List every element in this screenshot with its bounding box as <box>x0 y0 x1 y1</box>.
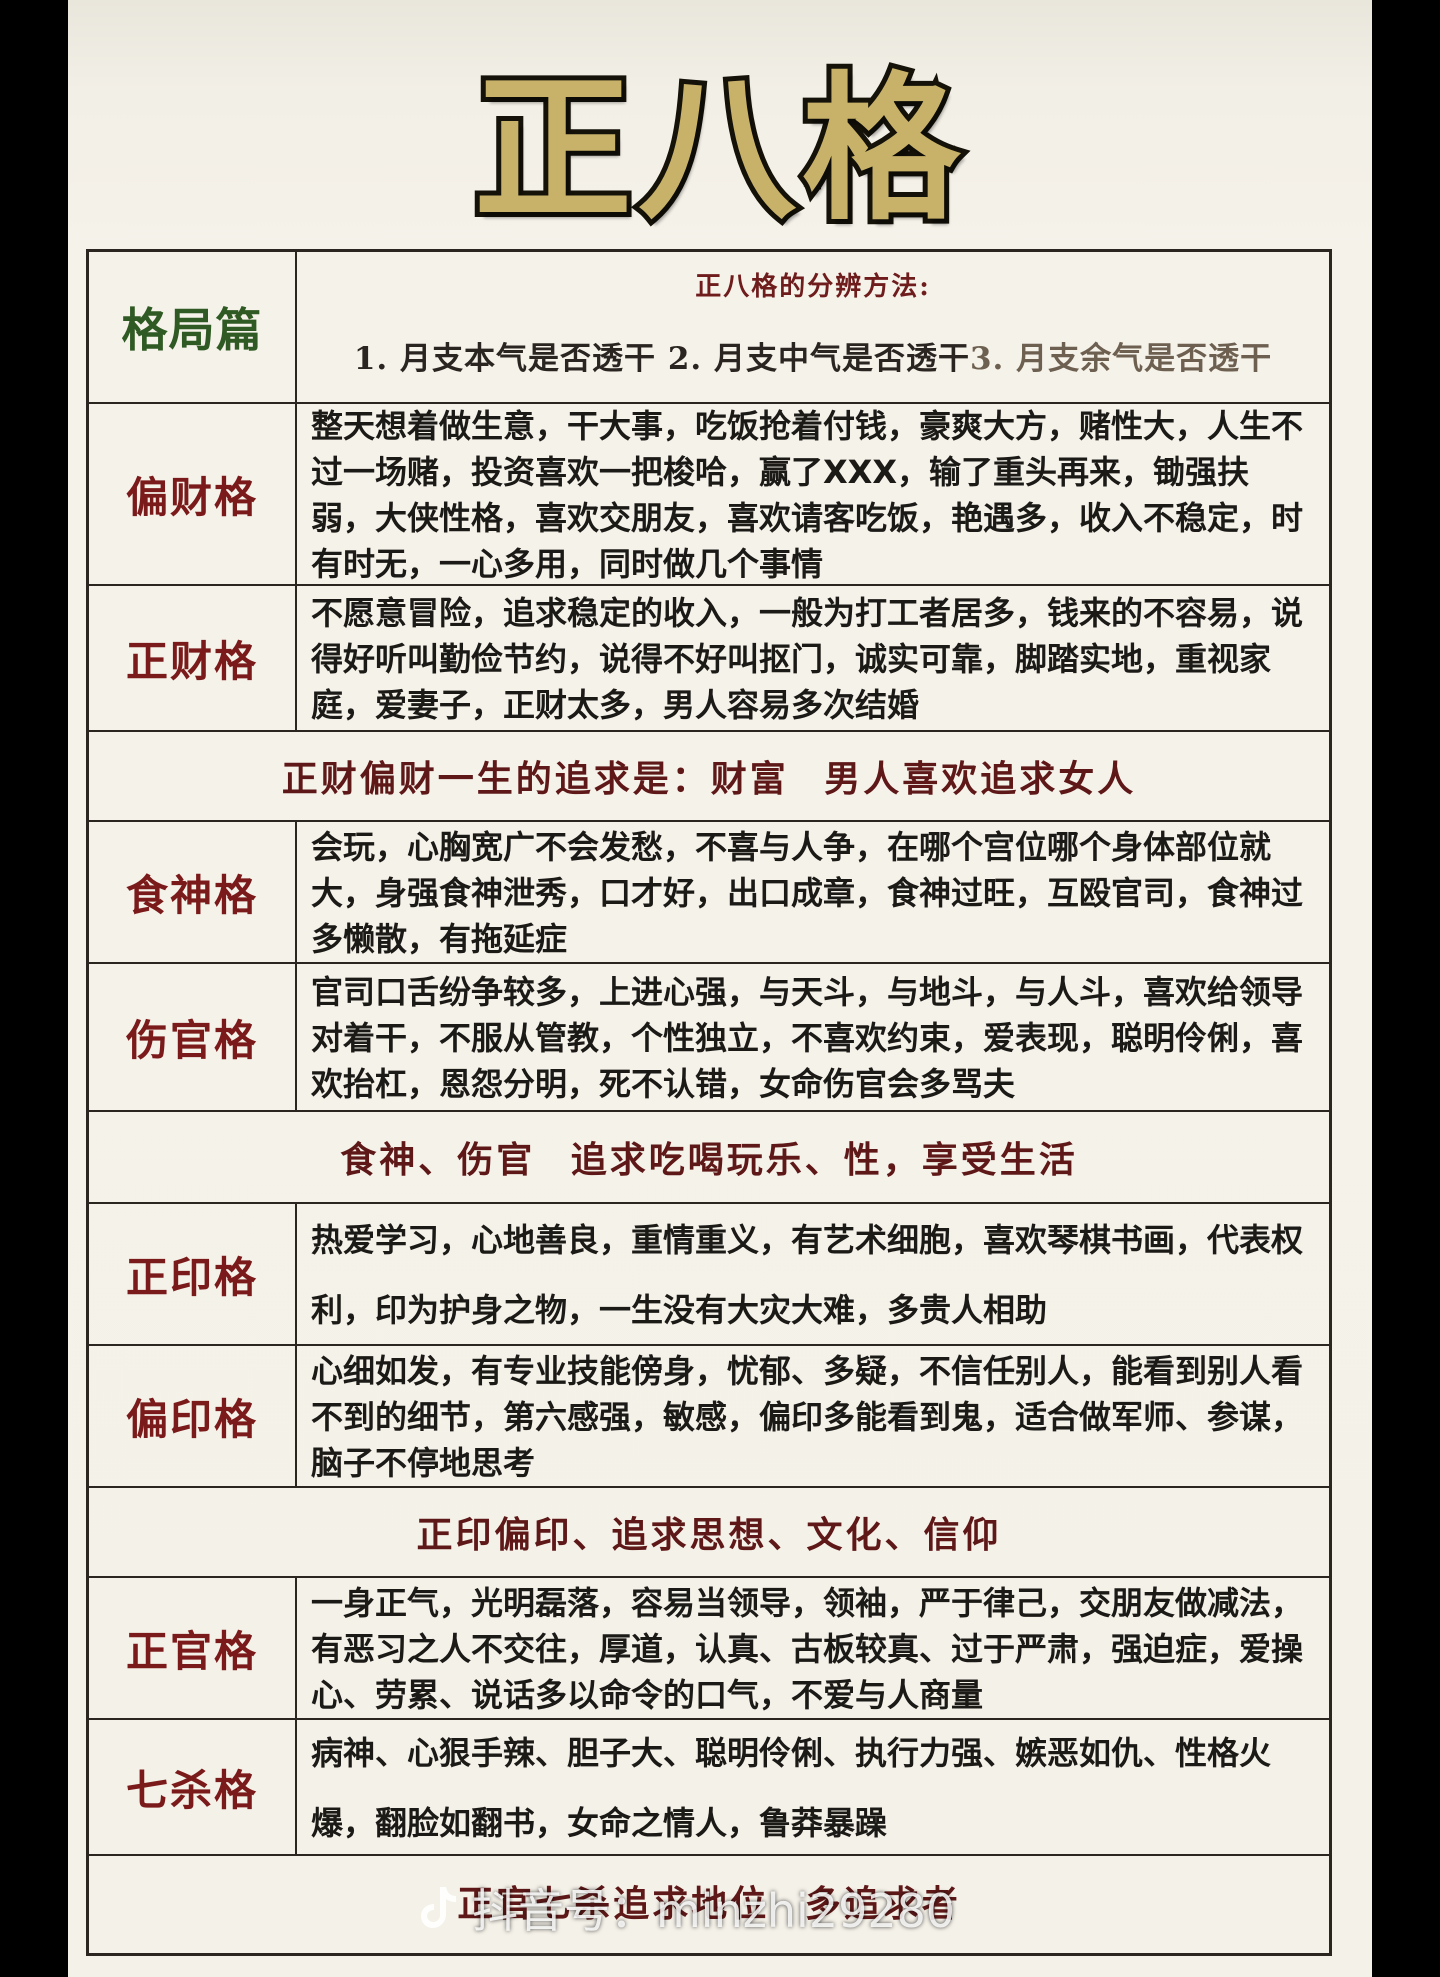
header-label: 格局篇 <box>89 252 297 404</box>
row-label: 伤官格 <box>89 964 297 1112</box>
method-steps: 1. 月支本气是否透干 2. 月支中气是否透干3. 月支余气是否透干 <box>354 333 1272 378</box>
row-label: 正财格 <box>89 586 297 732</box>
row-description: 热爱学习，心地善良，重情重义，有艺术细胞，喜欢琴棋书画，代表权利，印为护身之物，… <box>297 1204 1329 1346</box>
row-description: 病神、心狠手辣、胆子大、聪明伶俐、执行力强、嫉恶如仇、性格火爆，翻脸如翻书，女命… <box>297 1720 1329 1856</box>
row-label: 正印格 <box>89 1204 297 1346</box>
document-page: 正八格 格局篇 正八格的分辨方法: 1. 月支本气是否透干 2. 月支中气是否透… <box>68 0 1372 1977</box>
page-title: 正八格 <box>68 40 1372 247</box>
row-label: 偏财格 <box>89 404 297 586</box>
summary-row: 食神、伤官 追求吃喝玩乐、性，享受生活 <box>89 1112 1329 1204</box>
method-step-3: 3. 月支余气是否透干 <box>969 341 1273 377</box>
patterns-table: 格局篇 正八格的分辨方法: 1. 月支本气是否透干 2. 月支中气是否透干3. … <box>86 249 1332 1956</box>
row-label: 七杀格 <box>89 1720 297 1856</box>
method-step-2: 2. 月支中气是否透干 <box>667 341 970 377</box>
row-description: 整天想着做生意，干大事，吃饭抢着付钱，豪爽大方，赌性大，人生不过一场赌，投资喜欢… <box>297 404 1329 586</box>
row-label: 偏印格 <box>89 1346 297 1488</box>
row-description: 不愿意冒险，追求稳定的收入，一般为打工者居多，钱来的不容易，说得好听叫勤俭节约，… <box>297 586 1329 732</box>
row-label: 正官格 <box>89 1578 297 1720</box>
summary-row: 正财偏财一生的追求是：财富 男人喜欢追求女人 <box>89 732 1329 822</box>
row-label: 食神格 <box>89 822 297 964</box>
watermark-text: 抖音号：minzhi29280 <box>472 1884 956 1938</box>
row-description: 会玩，心胸宽广不会发愁，不喜与人争，在哪个宫位哪个身体部位就大，身强食神泄秀，口… <box>297 822 1329 964</box>
row-description: 一身正气，光明磊落，容易当领导，领袖，严于律己，交朋友做减法，有恶习之人不交往，… <box>297 1578 1329 1720</box>
row-description: 官司口舌纷争较多，上进心强，与天斗，与地斗，与人斗，喜欢给领导对着干，不服从管教… <box>297 964 1329 1112</box>
watermark: 抖音号：minzhi29280 <box>420 1878 955 1938</box>
summary-row: 正官七杀追求地位 多追求者 <box>457 1883 961 1925</box>
row-description: 心细如发，有专业技能傍身，忧郁、多疑，不信任别人，能看到别人看不到的细节，第六感… <box>297 1346 1329 1488</box>
tiktok-logo-icon <box>420 1885 458 1931</box>
method-step-1: 1. 月支本气是否透干 <box>353 341 657 377</box>
method-title: 正八格的分辨方法: <box>695 272 931 302</box>
page-title-text: 正八格 <box>469 52 966 247</box>
method-cell: 正八格的分辨方法: 1. 月支本气是否透干 2. 月支中气是否透干3. 月支余气… <box>297 252 1329 404</box>
summary-row: 正印偏印、追求思想、文化、信仰 <box>89 1488 1329 1578</box>
